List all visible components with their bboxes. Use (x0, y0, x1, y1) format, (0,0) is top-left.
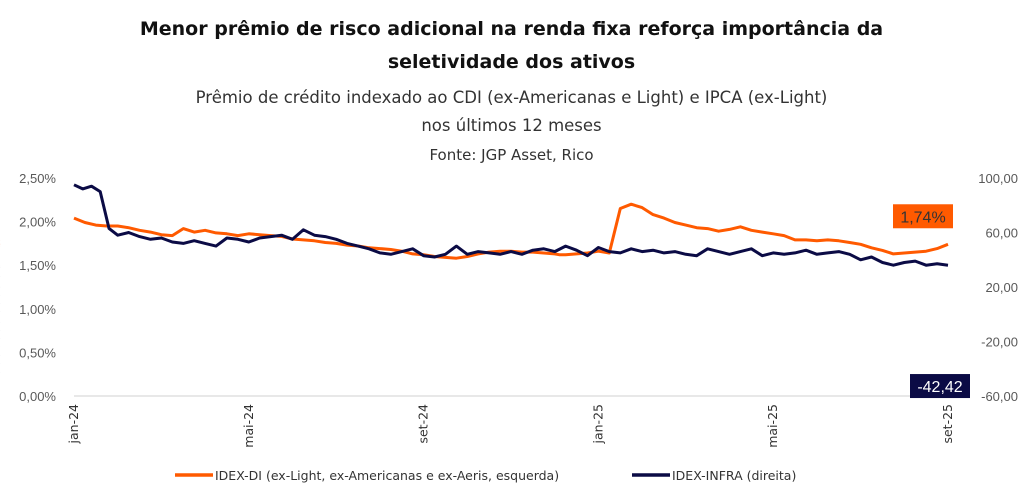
x-tick-label: mai-24 (241, 404, 256, 448)
y-right-tick-label: 100,00 (978, 171, 1018, 186)
x-axis: jan-24 mai-24 set-24 jan-25 mai-25 set-25 (66, 404, 955, 448)
y-left-tick-label: 2,00% (19, 215, 56, 230)
y-right-tick-label: 20,00 (985, 280, 1018, 295)
last-value-badge (910, 374, 970, 399)
chart-title-line2: seletividade dos ativos (387, 51, 636, 73)
last-value-badge (893, 204, 953, 229)
y-left-axis: 0,00% 0,50% 1,00% 1,50% 2,00% 2,50% (19, 171, 56, 404)
y-left-tick-label: 0,00% (19, 389, 56, 404)
x-tick-label: jan-25 (590, 404, 605, 444)
last-value-label: -42,42 (917, 379, 962, 396)
x-tick-label: set-25 (940, 404, 955, 444)
y-right-tick-label: -60,00 (981, 389, 1018, 404)
y-left-tick-label: 0,50% (19, 345, 56, 360)
y-right-tick-label: 60,00 (985, 226, 1018, 241)
last-value-label: 1,74% (900, 209, 945, 226)
last-value-labels: 1,74% -42,42 (893, 204, 970, 399)
series-line-idex-infra (73, 183, 949, 267)
y-left-tick-label: 2,50% (19, 171, 56, 186)
x-tick-label: set-24 (416, 404, 431, 444)
y-right-tick-label: -20,00 (981, 335, 1018, 350)
legend-label: IDEX-INFRA (direita) (672, 468, 796, 483)
chart-title: Menor prêmio de risco adicional na renda… (139, 18, 884, 40)
y-left-tick-label: 1,00% (19, 302, 56, 317)
legend-label: IDEX-DI (ex-Light, ex-Americanas e ex-Ae… (215, 468, 559, 483)
chart-subtitle-line2: nos últimos 12 meses (421, 116, 602, 135)
legend: IDEX-DI (ex-Light, ex-Americanas e ex-Ae… (175, 468, 796, 483)
chart-source: Fonte: JGP Asset, Rico (429, 146, 594, 164)
x-tick-label: mai-25 (765, 404, 780, 448)
y-left-tick-label: 1,50% (19, 258, 56, 273)
x-tick-label: jan-24 (66, 404, 81, 445)
chart-subtitle: Prêmio de crédito indexado ao CDI (ex-Am… (195, 88, 828, 107)
series-layer (0, 183, 949, 373)
y-right-axis: -60,00 -20,00 20,00 60,00 100,00 (978, 171, 1018, 404)
